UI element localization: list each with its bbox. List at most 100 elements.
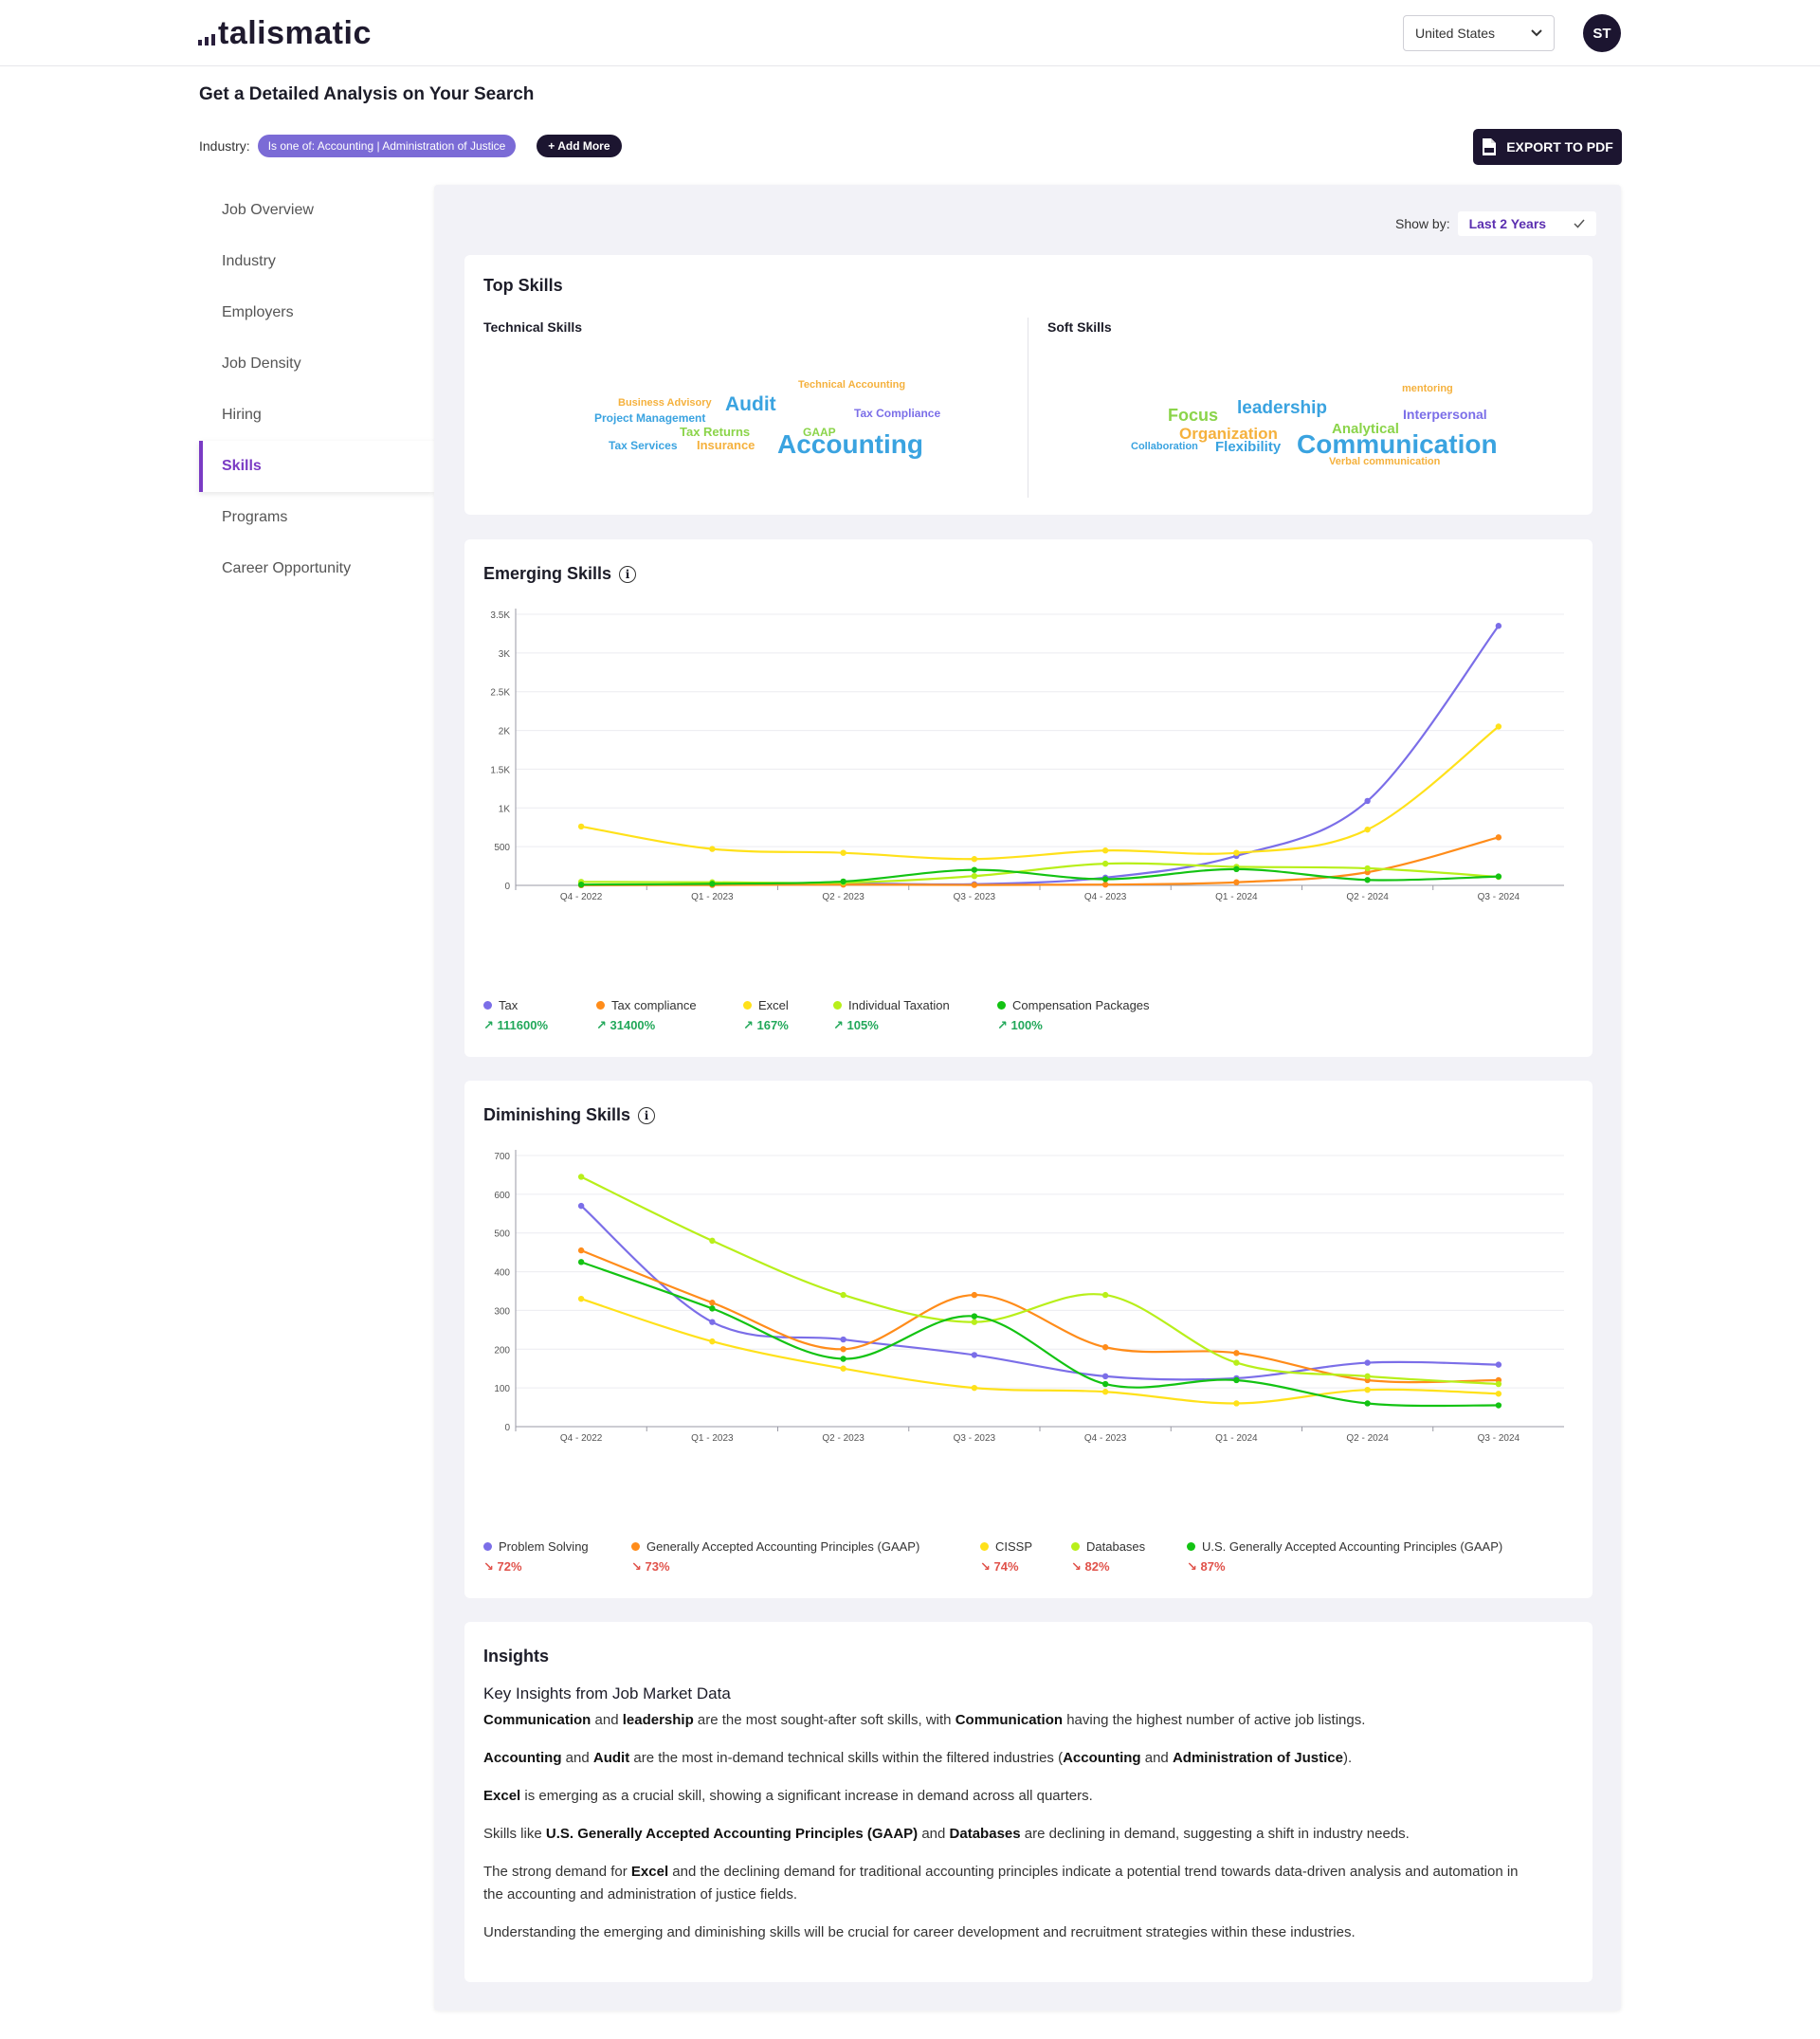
x-tick-label: Q2 - 2023 [822,892,864,902]
data-point [1233,1400,1240,1407]
skill-word[interactable]: Organization [1179,425,1278,443]
legend-change: 73% [645,1559,670,1574]
y-tick-label: 400 [494,1268,510,1279]
country-select[interactable]: United States [1403,15,1555,51]
data-point [840,1346,846,1353]
skill-word[interactable]: Tax Services [609,439,678,452]
sidebar-item-industry[interactable]: Industry [222,253,276,269]
skill-word[interactable]: Tax Returns [680,425,751,439]
industry-filter-chip[interactable]: Is one of: Accounting | Administration o… [257,135,517,157]
data-point [577,1259,585,1265]
data-point [1101,1389,1109,1395]
main-panel: Show by: Last 2 Years Top Skills Technic… [434,185,1621,2011]
insight-emphasis: Administration of Justice [1172,1750,1343,1766]
soft-skills-title: Soft Skills [1047,319,1112,335]
legend-item-gaap[interactable]: Generally Accepted Accounting Principles… [631,1539,919,1575]
technical-skills-title: Technical Skills [483,319,583,335]
legend-item-individual-taxation[interactable]: Individual Taxation ↗ 105% [833,998,950,1033]
user-avatar[interactable]: ST [1583,14,1621,52]
data-point [1495,723,1502,730]
legend-label: Generally Accepted Accounting Principles… [646,1539,920,1554]
legend-item-databases[interactable]: Databases ↘ 82% [1071,1539,1145,1575]
sidebar-item-employers[interactable]: Employers [222,304,294,320]
insights-title: Insights [483,1647,550,1666]
legend-item-excel[interactable]: Excel ↗ 167% [743,998,789,1033]
skill-word[interactable]: Insurance [697,438,755,452]
y-tick-label: 2.5K [490,688,510,699]
data-point [971,1384,978,1392]
data-point [840,1365,846,1372]
data-point [1101,860,1109,867]
data-point [971,1352,978,1358]
info-icon[interactable]: i [638,1106,656,1124]
skill-word[interactable]: Technical Accounting [798,379,906,391]
data-point [1364,1386,1371,1393]
skill-word[interactable]: GAAP [803,426,836,439]
data-point [1101,1373,1109,1380]
skill-word[interactable]: Flexibility [1215,439,1282,455]
legend-change: 100% [1010,1018,1043,1032]
data-point [971,1291,978,1299]
skill-word[interactable]: Accounting [777,429,923,459]
legend-label: Databases [1086,1539,1146,1554]
data-point [1364,877,1371,883]
legend-item-tax-compliance[interactable]: Tax compliance ↗ 31400% [596,998,697,1033]
insight-emphasis: Audit [592,1750,630,1766]
legend-dot [631,1542,640,1551]
data-point [1101,876,1109,883]
sidebar-item-career-opportunity[interactable]: Career Opportunity [222,560,352,576]
data-point [971,1313,978,1320]
show-by-select[interactable]: Last 2 Years [1457,211,1596,236]
insight-paragraph: Skills like U.S. Generally Accepted Acco… [483,1826,1410,1842]
data-point [971,882,978,888]
skill-word[interactable]: Focus [1168,406,1219,425]
legend-item-problem-solving[interactable]: Problem Solving ↘ 72% [483,1539,589,1575]
talismatic-logo[interactable]: talismatic [198,17,372,49]
top-bar: talismatic United States ST [0,0,1820,66]
skill-word[interactable]: Verbal communication [1329,456,1441,467]
add-more-button[interactable]: + Add More [537,135,622,157]
skill-word[interactable]: Audit [725,393,776,415]
sidebar-item-job-density[interactable]: Job Density [222,355,301,372]
legend-dot [596,1001,605,1010]
series-line [581,836,1500,886]
trend-up-value: ↗ 105% [833,1018,879,1032]
sidebar-item-hiring[interactable]: Hiring [222,407,262,423]
data-point [577,881,585,888]
x-tick-label: Q3 - 2024 [1478,892,1520,902]
sidebar-nav: Job Overview Industry Employers Job Dens… [199,185,434,594]
info-icon[interactable]: i [619,565,637,583]
legend-item-compensation-packages[interactable]: Compensation Packages ↗ 100% [997,998,1150,1033]
y-tick-label: 0 [504,882,510,892]
sidebar-item-programs[interactable]: Programs [222,509,288,525]
skill-word[interactable]: Collaboration [1131,441,1198,452]
skill-word[interactable]: mentoring [1402,383,1453,394]
skill-word[interactable]: Communication [1297,429,1498,459]
insights-paragraphs: Communication and leadership are the mos… [483,1709,1536,1944]
legend-dot [833,1001,842,1010]
legend-item-cissp[interactable]: CISSP ↘ 74% [980,1539,1032,1575]
skill-word[interactable]: Analytical [1332,421,1399,437]
emerging-skills-chart: 0 500 1K 1.5K 2K 2.5K 3K 3.5K Q4 - 2022 Q1 - 2023… [490,609,1564,902]
skill-word[interactable]: Interpersonal [1403,407,1487,422]
sidebar-item-job-overview[interactable]: Job Overview [222,202,314,218]
insight-paragraph: Accounting and Audit are the most in-dem… [483,1750,1353,1766]
insight-emphasis: Accounting [483,1750,562,1766]
check-icon [1574,219,1585,228]
skill-word[interactable]: Tax Compliance [854,407,941,420]
top-skills-card: Top Skills Technical Skills Soft Skills … [464,255,1592,515]
legend-item-us-gaap[interactable]: U.S. Generally Accepted Accounting Princ… [1187,1539,1502,1575]
data-point [840,1336,846,1343]
skill-word[interactable]: Project Management [594,411,706,425]
legend-item-tax[interactable]: Tax ↗ 111600% [483,998,548,1033]
data-point [971,866,978,873]
skill-word[interactable]: leadership [1237,398,1328,418]
series-line [580,1261,1499,1408]
legend-dot [997,1001,1006,1010]
data-point [840,849,846,856]
data-point [1233,1359,1240,1366]
export-pdf-button[interactable]: EXPORT TO PDF [1473,129,1622,165]
skill-word[interactable]: Business Advisory [618,397,712,409]
x-tick-label: Q4 - 2023 [1084,1433,1127,1444]
sidebar-item-skills[interactable]: Skills [199,441,434,492]
